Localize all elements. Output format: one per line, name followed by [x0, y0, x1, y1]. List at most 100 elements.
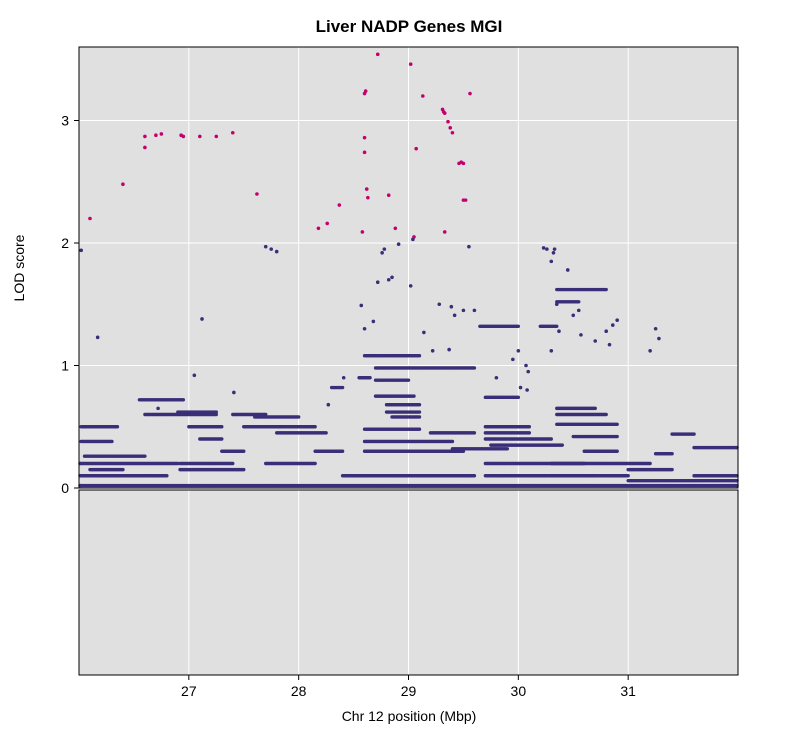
data-point — [263, 244, 268, 249]
data-point — [593, 339, 598, 343]
data-point — [408, 284, 413, 288]
data-point — [200, 317, 204, 321]
data-point — [442, 230, 447, 234]
data-point — [526, 369, 531, 374]
data-point — [393, 226, 398, 231]
data-point — [593, 406, 597, 411]
data-point — [375, 52, 380, 57]
y-axis: 0 1 2 3 — [61, 113, 79, 496]
data-point — [461, 161, 466, 166]
data-point — [156, 406, 160, 411]
data-point — [555, 324, 559, 328]
data-point — [274, 249, 279, 254]
data-point — [362, 135, 367, 140]
data-point — [449, 304, 454, 309]
data-point — [296, 415, 301, 419]
data-point — [545, 247, 549, 251]
data-point — [326, 402, 331, 407]
data-point — [386, 277, 391, 282]
data-point — [472, 474, 477, 478]
data-point — [442, 111, 447, 115]
data-point — [230, 130, 235, 135]
data-point — [363, 89, 368, 93]
data-point — [396, 242, 401, 247]
data-point — [467, 244, 471, 249]
data-point — [324, 431, 328, 435]
data-point — [610, 323, 615, 327]
data-point — [220, 437, 224, 441]
data-point — [337, 203, 342, 207]
data-point — [143, 454, 147, 458]
data-point — [214, 134, 219, 139]
data-point — [461, 308, 466, 313]
data-point — [577, 300, 581, 304]
data-point — [382, 247, 387, 251]
data-point — [452, 313, 457, 318]
data-point — [198, 134, 202, 139]
data-point — [417, 410, 422, 414]
data-point — [446, 119, 450, 124]
data-point — [541, 246, 546, 250]
data-point — [527, 431, 532, 435]
data-point — [143, 134, 147, 139]
data-point — [368, 376, 372, 380]
data-point — [364, 187, 369, 191]
data-points — [78, 52, 739, 488]
data-point — [121, 182, 125, 186]
data-point — [604, 329, 608, 334]
data-point — [516, 324, 521, 328]
data-point — [340, 449, 345, 453]
data-point — [615, 434, 619, 439]
data-point — [653, 326, 658, 331]
data-point — [604, 287, 608, 292]
data-point — [412, 394, 416, 398]
data-point — [511, 357, 515, 362]
data-point — [554, 302, 559, 307]
data-point — [670, 452, 674, 456]
data-point — [411, 237, 415, 242]
data-point — [549, 349, 554, 353]
data-point — [448, 126, 453, 130]
data-point — [181, 398, 186, 402]
data-point — [468, 91, 472, 96]
data-point — [325, 221, 330, 226]
x-tick-label: 28 — [291, 683, 307, 699]
data-point — [571, 313, 576, 318]
data-point — [313, 425, 317, 429]
data-point — [450, 130, 455, 135]
data-point — [472, 431, 477, 435]
data-point — [579, 333, 583, 337]
data-point — [648, 349, 652, 353]
data-point — [615, 422, 619, 426]
data-point — [420, 94, 425, 98]
data-point — [154, 133, 158, 137]
data-point — [524, 363, 528, 368]
data-point — [360, 230, 365, 234]
data-point — [670, 467, 674, 472]
data-point — [220, 425, 224, 429]
x-tick-label: 27 — [181, 683, 197, 699]
data-point — [422, 330, 426, 335]
data-point — [121, 467, 125, 472]
data-point — [552, 247, 557, 251]
chart-title: Liver NADP Genes MGI — [316, 17, 503, 36]
data-point — [549, 259, 554, 264]
data-point — [417, 427, 422, 431]
data-point — [362, 150, 367, 155]
y-tick-label: 3 — [61, 113, 69, 129]
data-point — [192, 373, 197, 378]
data-point — [231, 461, 235, 466]
data-point — [560, 443, 564, 447]
data-point — [626, 474, 630, 478]
data-point — [255, 192, 259, 196]
data-point — [159, 132, 164, 136]
x-tick-label: 30 — [511, 683, 527, 699]
x-tick-label: 29 — [401, 683, 417, 699]
data-point — [565, 268, 570, 272]
data-point — [417, 354, 422, 358]
data-point — [447, 347, 451, 352]
data-point — [95, 335, 100, 340]
data-point — [88, 216, 92, 221]
data-point — [340, 385, 345, 390]
data-point — [494, 375, 499, 380]
